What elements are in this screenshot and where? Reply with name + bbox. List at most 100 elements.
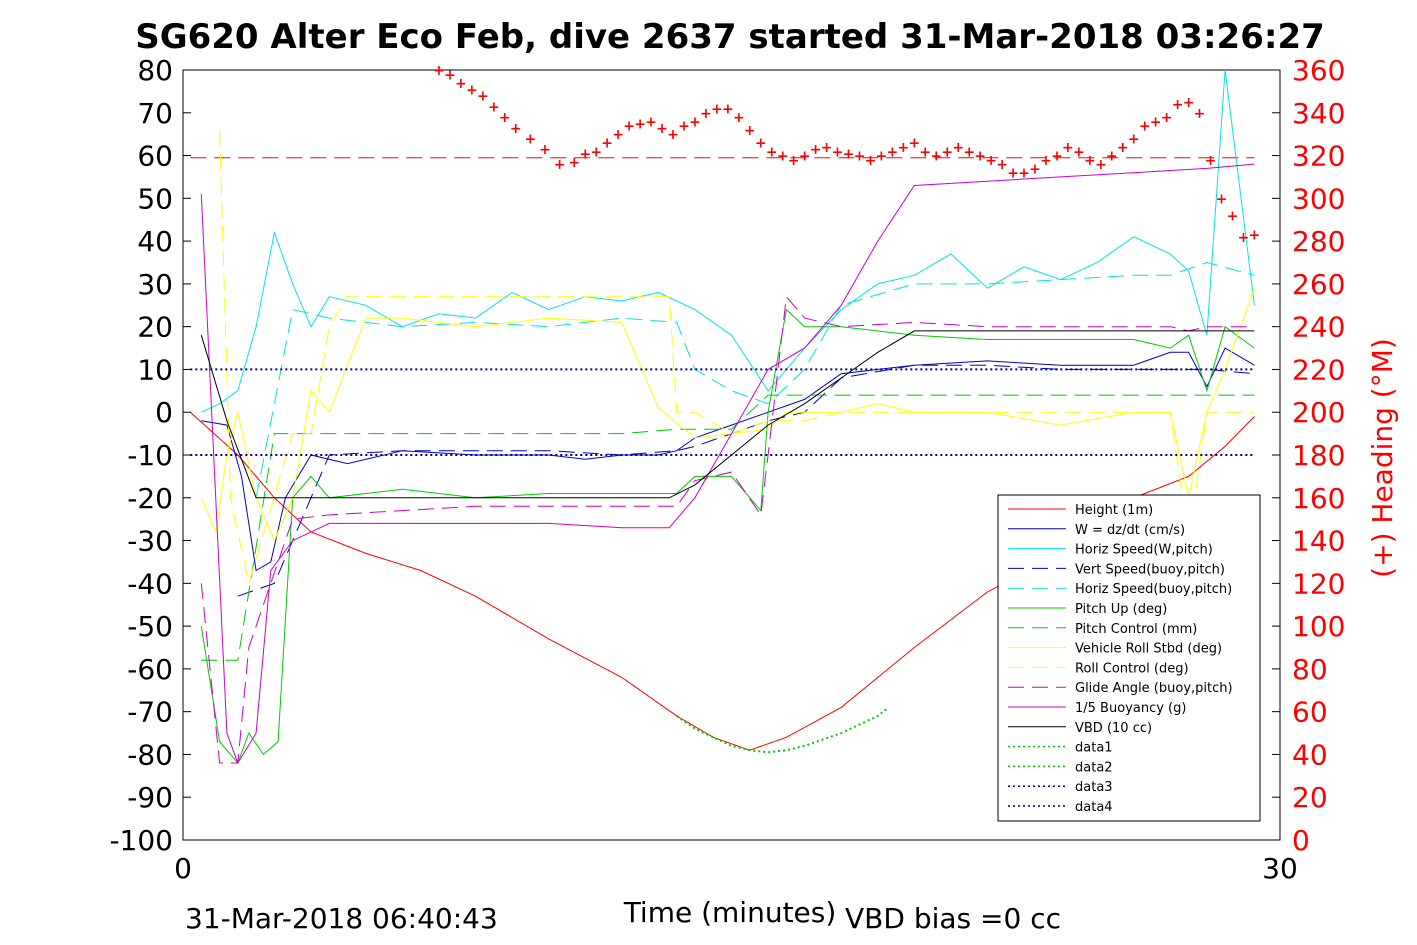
- y-tick-label: 40: [137, 225, 173, 258]
- heading-point: +: [700, 106, 712, 122]
- heading-point: +: [744, 123, 756, 139]
- heading-point: +: [1194, 106, 1206, 122]
- y2-tick-label: 340: [1292, 97, 1345, 130]
- y-tick-label: 50: [137, 182, 173, 215]
- series-line-pitch-control-mm: [201, 394, 1255, 661]
- y-tick-label: 20: [137, 311, 173, 344]
- y2-tick-label: 0: [1292, 824, 1310, 857]
- legend-label-vehicle-roll-stbd-deg: Vehicle Roll Stbd (deg): [1075, 642, 1222, 657]
- heading-point: +: [444, 67, 456, 83]
- y2-tick-label: 360: [1292, 54, 1345, 87]
- x-axis-label: Time (minutes): [623, 896, 837, 929]
- y-tick-label: -20: [127, 482, 173, 515]
- heading-point: +: [1183, 95, 1195, 111]
- heading-point: +: [568, 155, 580, 171]
- legend: Height (1m) W = dz/dt (cm/s) Horiz Speed(W…: [997, 494, 1261, 822]
- heading-point: +: [1040, 153, 1052, 169]
- heading-layer: + ++ + +++++++ ++ ++++ + + + ++ ++ + +++++ + + + + + + + + + +…: [433, 63, 1260, 246]
- heading-point: +: [1150, 114, 1162, 130]
- heading-point: +: [930, 149, 942, 165]
- heading-point: +: [539, 142, 551, 158]
- heading-point: +: [1018, 166, 1030, 182]
- heading-point: +: [766, 144, 778, 160]
- heading-point: +: [1172, 97, 1184, 113]
- heading-point: +: [908, 136, 920, 152]
- heading-point: +: [733, 110, 745, 126]
- heading-point: +: [1007, 166, 1019, 182]
- y2-tick-label: 120: [1292, 567, 1345, 600]
- heading-point: +: [1227, 208, 1239, 224]
- heading-point: +: [579, 146, 591, 162]
- series-layer: [189, 69, 1255, 765]
- series-line-roll-control-deg: [219, 129, 1255, 584]
- heading-point: +: [477, 89, 489, 105]
- heading-point: +: [799, 149, 811, 165]
- y2-tick-label: 80: [1292, 653, 1328, 686]
- legend-label-roll-control-deg: Roll Control (deg): [1075, 661, 1189, 676]
- heading-point: +: [1205, 153, 1217, 169]
- heading-point: +: [832, 144, 844, 160]
- legend-label-data1: data1: [1075, 741, 1113, 756]
- heading-point: +: [1117, 140, 1129, 156]
- y-tick-label: -40: [127, 567, 173, 600]
- heading-point: +: [689, 114, 701, 130]
- legend-label-data3: data3: [1075, 780, 1113, 795]
- heading-point: +: [612, 127, 624, 143]
- heading-point: +: [1249, 228, 1261, 244]
- legend-label-horiz-speed-buoy-pitch: Horiz Speed(buoy,pitch): [1075, 582, 1232, 597]
- legend-box: [997, 494, 1261, 822]
- y2-tick-label: 40: [1292, 738, 1328, 771]
- series-line-w-dz-dt-cm-s: [201, 347, 1255, 572]
- series-line-vehicle-roll-stbd-deg: [200, 288, 1255, 542]
- series-line-1-5-buoyancy-g: [200, 163, 1255, 765]
- footer-vbd-bias: VBD bias =0 cc: [845, 902, 1061, 935]
- x-tick-label: 30: [1262, 852, 1298, 885]
- chart-title: SG620 Alter Eco Feb, dive 2637 started 3…: [135, 17, 1325, 57]
- heading-point: +: [887, 144, 899, 160]
- heading-point: +: [634, 116, 646, 132]
- heading-point: +: [1095, 157, 1107, 173]
- y-tick-label: 80: [137, 54, 173, 87]
- y2-tick-label: 60: [1292, 696, 1328, 729]
- y-tick-label: -80: [127, 738, 173, 771]
- heading-point: +: [788, 153, 800, 169]
- heading-point: +: [711, 102, 723, 118]
- legend-label-data2: data2: [1075, 760, 1113, 775]
- heading-point: +: [510, 121, 522, 137]
- x-tick-label: 0: [174, 852, 192, 885]
- series-line-horiz-speed-buoy-pitch: [255, 261, 1255, 498]
- y-tick-label: -50: [127, 610, 173, 643]
- legend-label-glide-angle-buoy-pitch: Glide Angle (buoy,pitch): [1075, 681, 1233, 696]
- heading-point: +: [656, 121, 668, 137]
- heading-point: +: [1084, 153, 1096, 169]
- heading-point: +: [499, 110, 511, 126]
- y-tick-label: 60: [137, 140, 173, 173]
- y2-tick-label: 200: [1292, 396, 1345, 429]
- heading-point: +: [1073, 144, 1085, 160]
- y-tick-label: -100: [109, 824, 173, 857]
- heading-point: +: [985, 153, 997, 169]
- heading-point: +: [455, 76, 467, 92]
- series-line-data1: [676, 706, 890, 754]
- y2-tick-label: 20: [1292, 781, 1328, 814]
- footer-timestamp: 31-Mar-2018 06:40:43: [185, 902, 498, 935]
- legend-label-w-dz-dt-cm-s: W = dz/dt (cm/s): [1075, 523, 1185, 538]
- y2-tick-label: 160: [1292, 482, 1345, 515]
- heading-point: +: [645, 114, 657, 130]
- y-tick-label: 30: [137, 268, 173, 301]
- tick-layer: 80706050403020100-10-20-30-40-50-60-70-8…: [109, 54, 1345, 885]
- heading-point: +: [854, 149, 866, 165]
- heading-point: +: [1238, 230, 1250, 246]
- heading-point: +: [433, 63, 445, 79]
- heading-point: +: [488, 99, 500, 115]
- y2-axis-label: (+) Heading (°M): [1366, 338, 1399, 578]
- heading-point: +: [974, 149, 986, 165]
- heading-point: +: [810, 142, 822, 158]
- heading-point: +: [865, 153, 877, 169]
- heading-point: +: [1161, 110, 1173, 126]
- y2-tick-label: 320: [1292, 140, 1345, 173]
- y-tick-label: 70: [137, 97, 173, 130]
- y2-tick-label: 240: [1292, 311, 1345, 344]
- legend-label-pitch-control-mm: Pitch Control (mm): [1075, 622, 1197, 637]
